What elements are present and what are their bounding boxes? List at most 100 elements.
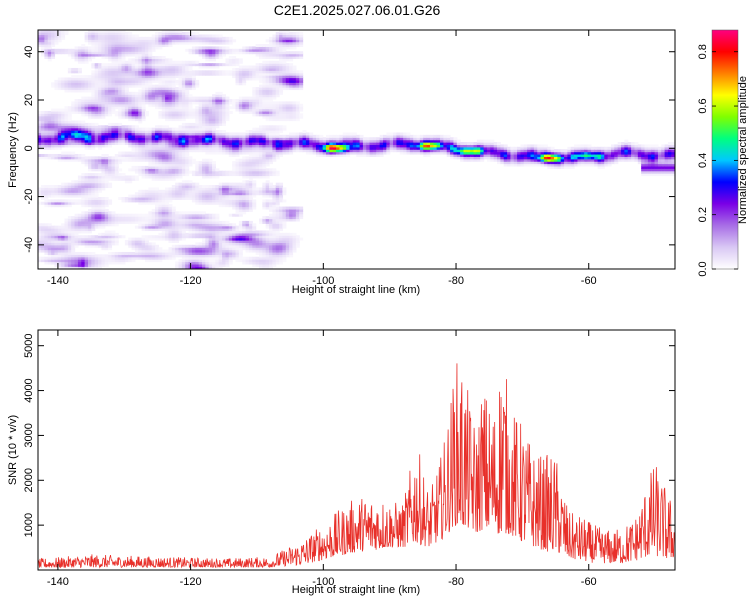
spectrogram-cell <box>171 213 176 217</box>
spectrogram-cell <box>252 173 257 177</box>
spectrogram-cell <box>138 173 143 177</box>
spectrogram-cell <box>252 247 257 251</box>
spectrogram-cell <box>242 208 247 212</box>
spectrogram-cell <box>212 94 216 98</box>
spectrogram-cell <box>77 79 82 83</box>
spectrogram-cell <box>222 194 227 198</box>
spectrogram-cell <box>158 237 163 241</box>
spectrogram-cell <box>201 110 206 114</box>
spectrogram-cell <box>252 151 257 155</box>
spectrogram-cell <box>144 235 149 239</box>
spectrogram-cell <box>91 89 96 93</box>
spectrogram-cell <box>111 211 116 215</box>
spectrogram-cell <box>191 223 196 227</box>
spectrogram-cell <box>158 170 163 174</box>
spectrogram-cell <box>141 72 146 76</box>
spectrogram-cell <box>272 220 277 224</box>
spectrogram-cell <box>41 130 45 134</box>
spectrogram-cell <box>168 101 173 105</box>
spectrogram-cell <box>104 30 109 33</box>
spectrogram-cell <box>178 91 183 95</box>
spectrogram-cell <box>168 223 173 227</box>
spectrogram-cell <box>87 175 92 179</box>
spectrogram-cell <box>151 94 156 98</box>
spectrogram-cell <box>151 91 156 95</box>
spectrogram-cell <box>131 151 136 155</box>
spectrogram-cell <box>124 251 129 255</box>
spectrogram-cell <box>104 75 109 79</box>
spectrogram-cell <box>104 65 109 69</box>
spectrogram-cell <box>225 115 230 119</box>
spectrogram-cell <box>205 175 210 179</box>
spectrogram-cell <box>155 256 159 260</box>
spectrogram-cell <box>57 115 62 119</box>
spectrogram-cell <box>131 106 136 110</box>
spectrogram-cell <box>222 53 227 57</box>
spectrogram-cell <box>218 139 223 143</box>
spectrogram-cell <box>191 211 196 215</box>
spectrogram-cell <box>98 266 102 269</box>
spectrogram-cell <box>188 256 193 260</box>
spectrogram-cell <box>185 189 190 193</box>
spectrogram-cell <box>138 101 143 105</box>
spectrogram-cell <box>208 48 213 52</box>
spectrogram-cell <box>262 242 267 246</box>
spectrogram-cell <box>258 168 263 172</box>
spectrogram-cell <box>108 94 113 98</box>
spectrogram-cell <box>262 103 267 107</box>
spectrogram-cell <box>61 79 66 83</box>
spectrogram-cell <box>148 220 153 224</box>
spectrogram-cell <box>41 48 45 52</box>
spectrogram-cell <box>208 232 213 236</box>
spectrogram-cell <box>84 144 89 148</box>
spectrogram-cell <box>134 170 139 174</box>
spectrogram-cell <box>51 225 56 229</box>
spectrogram-cell <box>195 134 200 138</box>
spectrogram-cell <box>242 194 247 198</box>
spectrogram-cell <box>238 51 243 55</box>
spectrogram-cell <box>128 168 133 172</box>
spectrogram-cell <box>228 199 233 203</box>
spectrogram-cell <box>171 220 176 224</box>
spectrogram-cell <box>235 134 240 138</box>
spectrogram-cell <box>212 146 216 150</box>
spectrogram-cell <box>242 220 247 224</box>
spectrogram-cell <box>108 256 113 260</box>
spectrogram-cell <box>101 165 106 169</box>
spectrogram-cell <box>148 146 153 150</box>
spectrogram-cell <box>238 163 243 167</box>
spectrogram-cell <box>87 84 92 88</box>
spectrogram-cell <box>64 122 69 126</box>
spectrogram-cell <box>171 168 176 172</box>
spectrogram-cell <box>155 249 159 253</box>
spectrogram-cell <box>114 251 119 255</box>
spectrogram-cell <box>141 91 146 95</box>
spectrogram-cell <box>98 106 102 110</box>
spectrogram-cell <box>258 261 263 265</box>
spectrogram-cell <box>238 247 243 251</box>
spectrogram-cell <box>165 168 170 172</box>
spectrogram-cell <box>114 44 119 48</box>
spectrogram-cell <box>201 51 206 55</box>
spectrogram-cell <box>181 192 186 196</box>
spectrogram-cell <box>208 228 213 232</box>
spectrogram-cell <box>41 139 45 143</box>
spectrogram-cell <box>198 146 203 150</box>
spectrogram-cell <box>144 218 149 222</box>
spectrogram-cell <box>155 194 159 198</box>
spectrogram-cell <box>255 103 260 107</box>
spectrogram-cell <box>74 256 79 260</box>
spectrogram-cell <box>269 67 273 71</box>
spectrogram-cell <box>228 106 233 110</box>
spectrogram-cell <box>81 44 86 48</box>
spectrogram-cell <box>91 87 96 91</box>
spectrogram-cell <box>54 79 59 83</box>
spectrogram-cell <box>201 220 206 224</box>
spectrogram-cell <box>64 120 69 124</box>
spectrogram-cell <box>205 53 210 57</box>
spectrogram-cell <box>201 113 206 117</box>
spectrogram-cell <box>131 44 136 48</box>
spectrogram-cell <box>77 242 82 246</box>
spectrogram-cell <box>168 199 173 203</box>
spectrogram-cell <box>242 165 247 169</box>
